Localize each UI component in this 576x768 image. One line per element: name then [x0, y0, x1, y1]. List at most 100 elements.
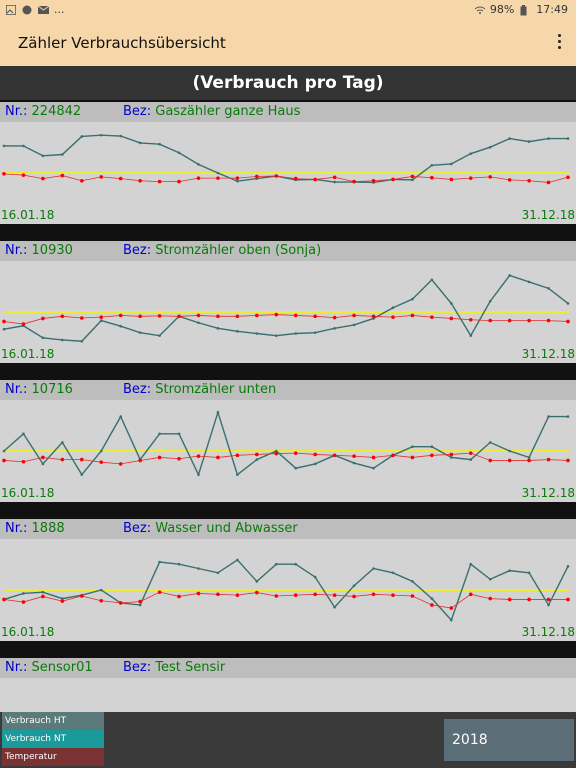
data-point-temperatur [507, 597, 512, 602]
meter-number: Sensor01 [31, 660, 93, 675]
data-point-verbrauch [508, 274, 511, 277]
data-point-verbrauch [80, 473, 84, 476]
meter-description: Stromzähler unten [155, 382, 277, 397]
data-point-temperatur [313, 452, 317, 457]
data-point-temperatur [216, 314, 220, 319]
data-point-temperatur [488, 596, 493, 601]
data-point-temperatur [274, 594, 279, 598]
overflow-menu-icon[interactable] [556, 32, 562, 54]
data-point-temperatur [527, 318, 531, 323]
data-point-verbrauch [158, 560, 161, 564]
data-point-temperatur [79, 316, 84, 320]
data-point-verbrauch [41, 154, 45, 158]
data-point-temperatur [177, 594, 181, 599]
data-point-temperatur [332, 593, 337, 597]
data-point-temperatur [41, 316, 45, 321]
data-point-verbrauch [547, 603, 550, 607]
data-point-temperatur [546, 318, 551, 323]
data-point-temperatur [391, 453, 395, 458]
data-point-verbrauch [372, 466, 375, 470]
data-point-temperatur [274, 174, 279, 178]
data-point-temperatur [488, 318, 493, 323]
data-point-verbrauch [61, 153, 64, 156]
data-point-temperatur [41, 455, 45, 460]
series-line-verbrauch [3, 558, 569, 622]
wifi-icon [474, 5, 486, 15]
data-point-temperatur [293, 451, 298, 455]
data-point-temperatur [196, 176, 201, 180]
meter-description: Gaszähler ganze Haus [155, 104, 301, 119]
data-point-temperatur [41, 176, 45, 181]
data-point-verbrauch [177, 432, 181, 436]
series-line-temperatur [3, 452, 569, 465]
data-point-verbrauch [566, 302, 570, 305]
data-point-verbrauch [411, 445, 414, 448]
data-point-verbrauch [197, 163, 200, 166]
bez-label: Bez: [123, 382, 152, 397]
data-point-verbrauch [197, 473, 200, 476]
data-point-temperatur [410, 455, 415, 460]
data-point-temperatur [118, 313, 123, 318]
data-point-temperatur [449, 606, 454, 610]
data-point-temperatur [118, 176, 123, 181]
data-point-verbrauch [294, 332, 298, 335]
data-point-temperatur [138, 599, 142, 604]
meter-card[interactable]: Nr.: 10716 Bez: Stromzähler unten 16.01.… [0, 380, 576, 502]
meter-card-header: Nr.: 10930 Bez: Stromzähler oben (Sonja) [0, 241, 576, 261]
data-point-temperatur [216, 455, 220, 460]
data-point-temperatur [138, 458, 142, 463]
data-point-temperatur [566, 597, 570, 602]
data-point-temperatur [157, 590, 162, 594]
data-point-verbrauch [488, 441, 492, 444]
data-point-temperatur [293, 313, 298, 318]
data-point-verbrauch [2, 449, 6, 453]
data-point-verbrauch [61, 597, 64, 600]
nr-label: Nr.: [5, 521, 28, 536]
data-point-verbrauch [333, 605, 336, 609]
series-line-temperatur [3, 173, 569, 183]
app-bar: Zähler Verbrauchsübersicht [0, 20, 576, 66]
data-point-verbrauch [41, 462, 45, 466]
meter-card[interactable]: Nr.: 1888 Bez: Wasser und Abwasser 16.01… [0, 519, 576, 641]
bez-label: Bez: [123, 521, 152, 536]
data-point-verbrauch [236, 558, 239, 562]
data-point-temperatur [410, 313, 415, 318]
data-point-verbrauch [313, 331, 317, 334]
legend-verbrauch-nt: Verbrauch NT [2, 730, 104, 748]
data-point-verbrauch [294, 466, 298, 470]
legend-temperatur: Temperatur [2, 748, 104, 766]
data-point-temperatur [21, 459, 26, 464]
data-point-temperatur [118, 601, 123, 605]
data-point-verbrauch [158, 142, 161, 146]
data-point-verbrauch [80, 135, 84, 138]
data-point-temperatur [313, 177, 317, 182]
data-point-temperatur [21, 322, 26, 326]
data-point-verbrauch [197, 321, 200, 325]
data-point-temperatur [488, 175, 493, 179]
data-point-temperatur [274, 312, 279, 317]
year-selector[interactable]: 2018 [444, 719, 574, 761]
data-point-temperatur [449, 316, 454, 321]
data-point-temperatur [332, 453, 337, 458]
data-point-verbrauch [508, 449, 511, 453]
data-point-temperatur [79, 594, 84, 598]
data-point-temperatur [196, 454, 201, 458]
data-point-verbrauch [61, 441, 64, 444]
meter-card-partial[interactable]: Nr.: Sensor01 Bez: Test Sensir [0, 658, 576, 712]
data-point-temperatur [371, 455, 376, 460]
meter-card[interactable]: Nr.: 10930 Bez: Stromzähler oben (Sonja)… [0, 241, 576, 363]
data-point-verbrauch [197, 567, 200, 570]
view-header: (Verbrauch pro Tag) [0, 66, 576, 100]
data-point-temperatur [352, 454, 356, 458]
meter-card[interactable]: Nr.: 224842 Bez: Gaszähler ganze Haus 16… [0, 102, 576, 224]
data-point-verbrauch [22, 432, 25, 436]
consumption-chart [2, 133, 570, 185]
data-point-temperatur [507, 178, 512, 182]
date-end: 31.12.18 [521, 208, 575, 222]
bottom-bar: Verbrauch HT Verbrauch NT Temperatur 201… [0, 712, 576, 768]
data-point-verbrauch [527, 571, 531, 575]
data-point-verbrauch [138, 141, 142, 145]
meter-description: Test Sensir [155, 660, 226, 675]
legend-verbrauch-ht: Verbrauch HT [2, 712, 104, 730]
data-point-verbrauch [450, 302, 453, 305]
